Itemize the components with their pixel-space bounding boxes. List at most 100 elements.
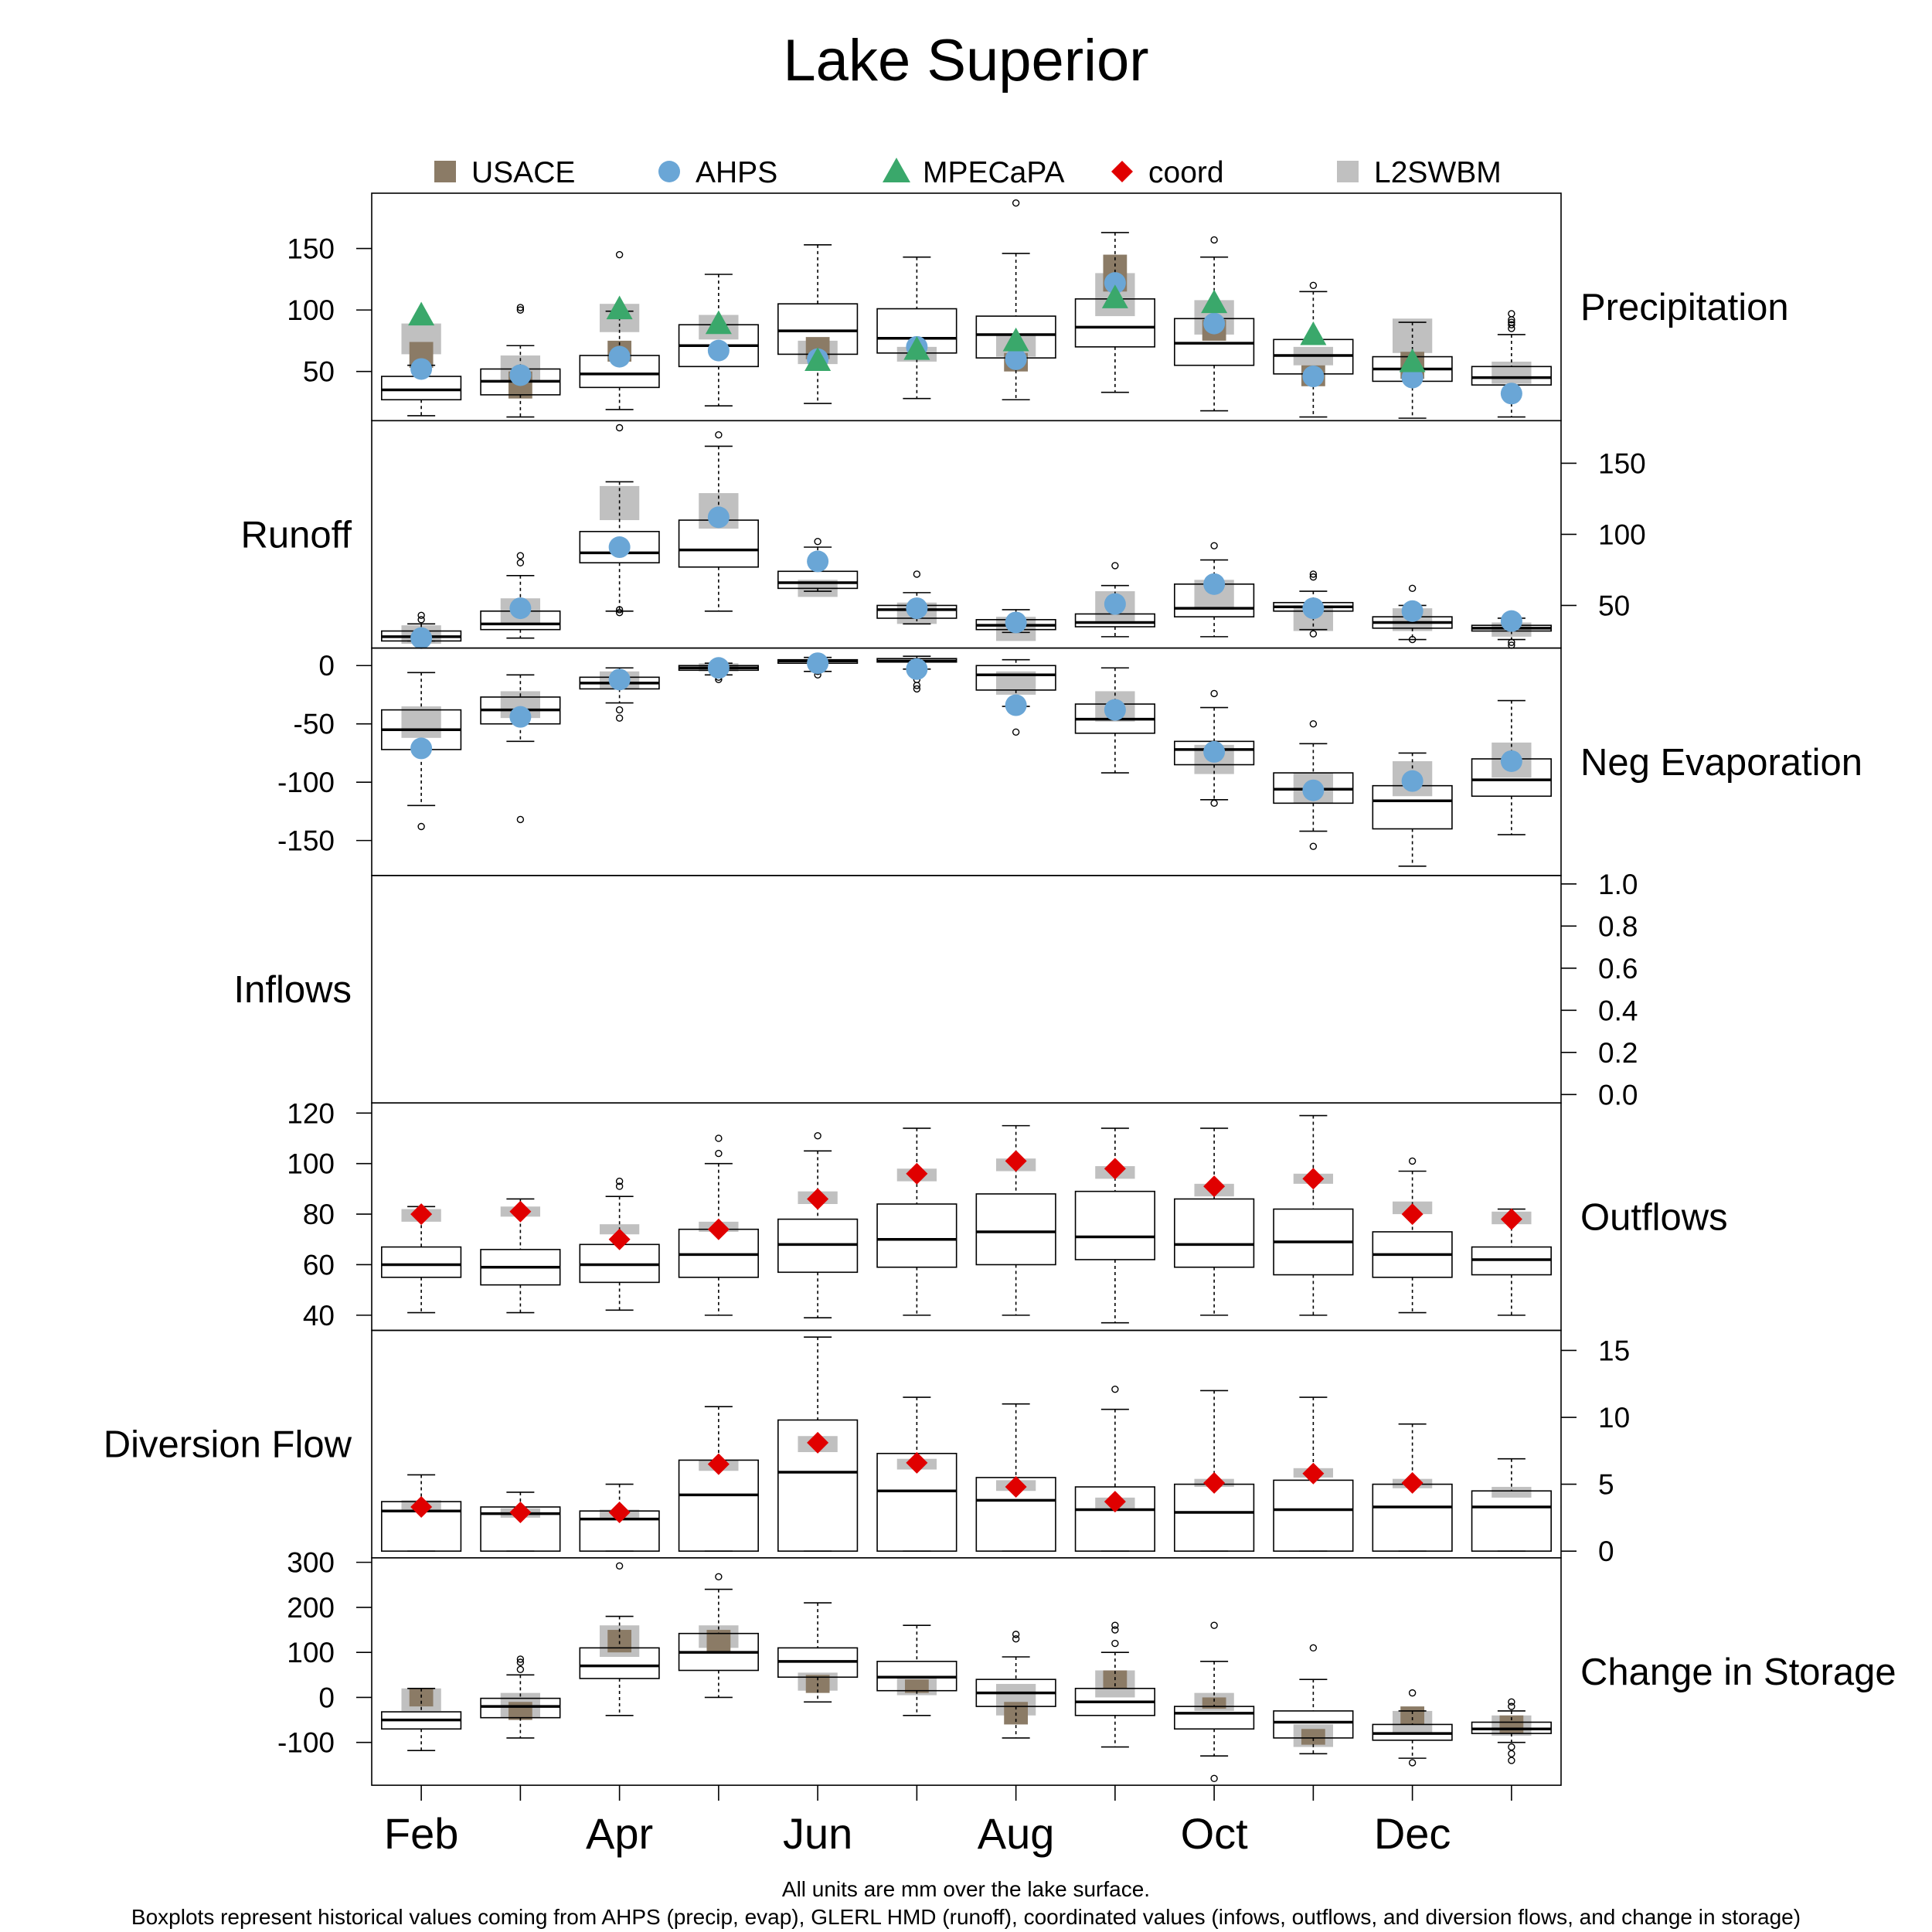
outlier (1012, 728, 1020, 736)
box (1174, 1198, 1255, 1268)
ahps-point (1302, 366, 1325, 388)
outlier (516, 815, 525, 824)
y-tick-label: -100 (277, 1727, 335, 1759)
outlier (516, 552, 525, 560)
mpecapa-point (903, 336, 930, 360)
outlier (1012, 1634, 1020, 1643)
panel-label: Diversion Flow (104, 1424, 352, 1466)
coord-point (1104, 1491, 1126, 1513)
coord-point (906, 1451, 928, 1474)
outlier (516, 1655, 525, 1663)
l2swbm-range (1492, 1487, 1532, 1498)
outlier (1210, 542, 1218, 549)
mpecapa-point (705, 310, 732, 335)
usace-range (1301, 1729, 1325, 1745)
outlier (615, 606, 624, 614)
coord-point (608, 1501, 631, 1523)
legend-swatch (1337, 161, 1359, 182)
coord-point (1302, 1462, 1325, 1485)
coord-point (906, 1162, 928, 1185)
outlier (1508, 321, 1515, 328)
chart-title: Lake Superior (783, 28, 1148, 94)
mpecapa-point (804, 347, 832, 371)
outlier (1210, 799, 1218, 808)
panel-frame (371, 192, 1562, 422)
panel-neg-evaporation: -150 -100 -50 0 Neg Evaporation (277, 647, 1862, 876)
mpecapa-point (1399, 348, 1426, 372)
panel-label: Neg Evaporation (1580, 742, 1862, 784)
coord-point (1005, 1150, 1027, 1172)
coord-point (410, 1496, 433, 1519)
coord-point (1302, 1168, 1325, 1190)
outlier (1309, 281, 1318, 290)
outlier (1508, 638, 1515, 646)
legend-swatch (434, 161, 456, 182)
outlier (715, 1134, 723, 1142)
outlier (1012, 199, 1020, 207)
outlier (1210, 1621, 1218, 1629)
box (1074, 1190, 1155, 1260)
box (876, 1203, 957, 1268)
legend-label: USACE (471, 156, 575, 189)
outlier (715, 1149, 723, 1158)
legend-label: coord (1148, 156, 1224, 189)
coord-point (1401, 1203, 1423, 1226)
outlier (615, 714, 624, 722)
ahps-point (1005, 611, 1027, 634)
y-tick-label: 50 (1598, 590, 1630, 621)
panel-frame (371, 420, 1562, 649)
outlier (516, 304, 525, 311)
ahps-point (608, 345, 631, 368)
footer-line-1: All units are mm over the lake surface. (782, 1877, 1150, 1901)
box (1074, 1486, 1155, 1552)
outlier (1408, 635, 1417, 644)
legend-label: L2SWBM (1374, 156, 1502, 189)
ahps-point (410, 737, 433, 760)
outlier (516, 559, 525, 566)
panel-runoff: 50 100 150 Runoff (241, 420, 1646, 649)
mpecapa-point (408, 301, 435, 326)
mpecapa-point (1101, 284, 1128, 308)
y-tick-label: 0.4 (1598, 995, 1638, 1026)
ahps-point (1401, 600, 1423, 622)
ahps-point (1104, 272, 1126, 294)
y-tick-label: 0.6 (1598, 953, 1638, 985)
ahps-point (1104, 699, 1126, 721)
coord-point (410, 1203, 433, 1226)
ahps-point (1302, 779, 1325, 801)
box (1471, 1490, 1552, 1552)
outlier (1210, 689, 1218, 698)
mpecapa-point (606, 295, 633, 320)
box (975, 1193, 1056, 1266)
outlier (1508, 318, 1515, 326)
outlier (417, 822, 425, 831)
ahps-point (1401, 366, 1423, 389)
box (579, 1647, 660, 1679)
x-tick-label: Oct (1181, 1809, 1249, 1858)
outlier (913, 570, 921, 578)
x-axis: Feb Apr Jun Aug Oct Dec (384, 1785, 1512, 1858)
outlier (1309, 573, 1318, 581)
y-tick-label: 40 (303, 1300, 335, 1332)
footer-line-2: Boxplots represent historical values com… (131, 1905, 1801, 1929)
ahps-point (509, 597, 532, 620)
y-tick-label: 60 (303, 1249, 335, 1281)
panel-change-in-storage: -100 0 100 200 300 Change in Storage (277, 1547, 1896, 1786)
outlier (1309, 570, 1318, 578)
ahps-point (1203, 312, 1226, 335)
panel-frame (371, 1557, 1562, 1786)
l2swbm-range (401, 706, 441, 738)
panel-label: Precipitation (1580, 287, 1789, 328)
coord-point (707, 1218, 730, 1240)
outlier (913, 682, 921, 689)
x-tick-label: Aug (978, 1809, 1055, 1858)
y-tick-label: -150 (277, 825, 335, 857)
coord-point (1005, 1476, 1027, 1498)
outlier (1210, 236, 1218, 244)
ahps-point (1005, 348, 1027, 370)
box (777, 1419, 859, 1552)
y-tick-label: 150 (287, 233, 335, 265)
outlier (1408, 1157, 1417, 1165)
legend-label: AHPS (696, 156, 777, 189)
outlier (615, 423, 624, 432)
